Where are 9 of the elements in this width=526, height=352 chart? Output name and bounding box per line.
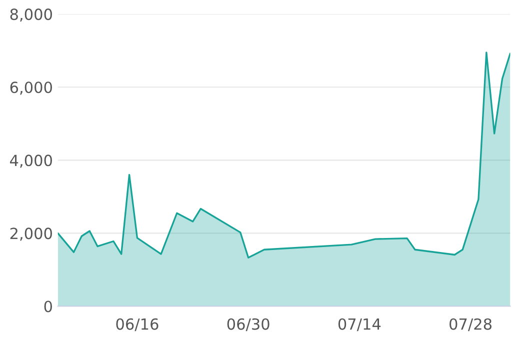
y-tick-label: 8,000 [10, 8, 52, 22]
y-tick-label: 4,000 [10, 154, 52, 168]
y-tick-label: 2,000 [10, 228, 52, 241]
y-tick-label: 0 [44, 300, 52, 312]
x-tick-label: 07/14 [338, 318, 381, 332]
x-tick-label: 06/30 [227, 318, 270, 332]
x-tick-label: 07/28 [450, 318, 492, 332]
x-tick-label: 06/16 [116, 318, 158, 332]
y-tick-label: 6,000 [10, 82, 52, 95]
